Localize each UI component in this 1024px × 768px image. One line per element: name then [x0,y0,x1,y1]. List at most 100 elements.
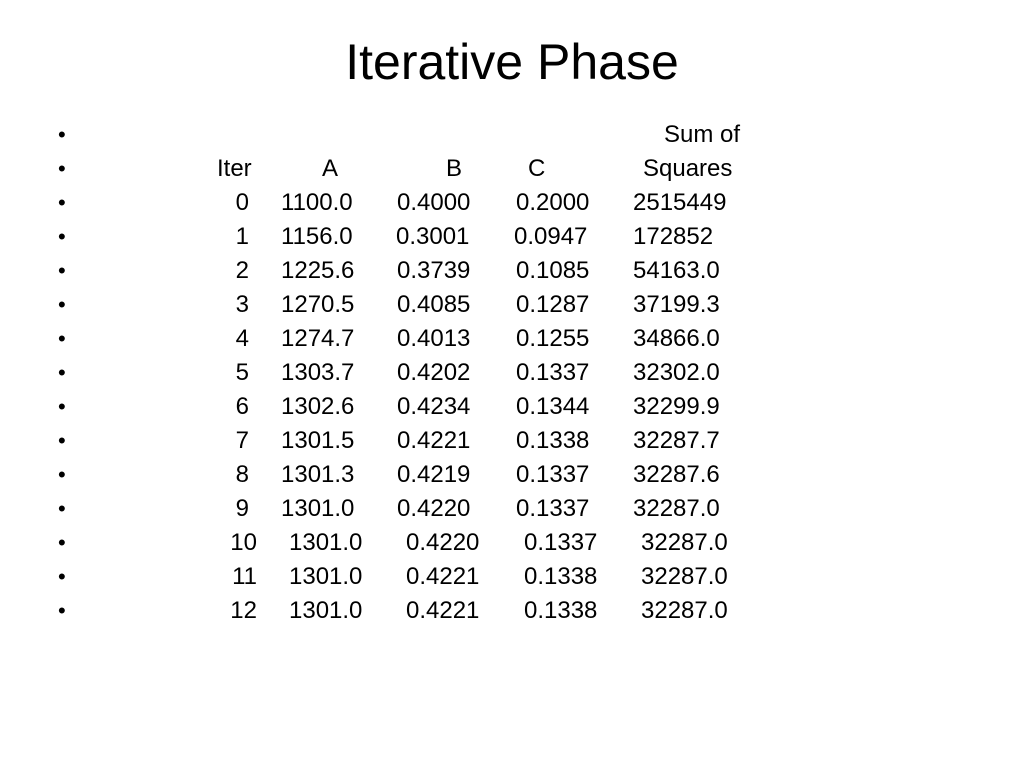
b-cell: 0.3001 [396,223,470,250]
sum-squares-cell: 32299.9 [633,393,720,420]
sum-squares-cell: 32302.0 [633,359,720,386]
iter-cell: 11 [232,563,257,590]
sum-squares-cell: 2515449 [633,189,727,216]
b-cell: 0.4000 [397,189,471,216]
bullet-icon: • [58,428,66,453]
c-cell: 0.1085 [516,257,590,284]
table-row: • 3 1270.5 0.4085 0.1287 37199.3 [0,288,1024,322]
c-cell: 0.1337 [516,461,590,488]
iter-cell: 0 [235,189,249,216]
iter-cell: 10 [230,529,257,556]
c-cell: 0.1337 [516,359,590,386]
a-cell: 1274.7 [281,325,355,352]
bullet-icon: • [58,326,66,351]
a-cell: 1301.5 [281,427,355,454]
sum-squares-cell: 32287.0 [633,495,720,522]
a-cell: 1270.5 [281,291,355,318]
b-cell: 0.4234 [397,393,471,420]
b-cell: 0.4221 [406,563,480,590]
bullet-icon: • [58,360,66,385]
slide-title: Iterative Phase [345,34,679,90]
table-row: • 4 1274.7 0.4013 0.1255 34866.0 [0,322,1024,356]
header-iter: Iter [217,155,252,182]
sum-squares-cell: 54163.0 [633,257,720,284]
a-cell: 1100.0 [281,189,353,216]
iter-cell: 3 [235,291,249,318]
a-cell: 1225.6 [281,257,355,284]
sum-squares-cell: 32287.6 [633,461,720,488]
a-cell: 1301.0 [289,563,363,590]
bullet-icon: • [58,462,66,487]
bullet-icon: • [58,156,66,181]
b-cell: 0.4202 [397,359,471,386]
c-cell: 0.1255 [516,325,590,352]
c-cell: 0.1337 [524,529,598,556]
iter-cell: 9 [235,495,249,522]
iter-cell: 7 [235,427,249,454]
bullet-icon: • [58,224,66,249]
sum-squares-cell: 32287.7 [633,427,720,454]
bullet-icon: • [58,190,66,215]
table-row: • 2 1225.6 0.3739 0.1085 54163.0 [0,254,1024,288]
c-cell: 0.1287 [516,291,590,318]
c-cell: 0.1338 [524,597,598,624]
a-cell: 1303.7 [281,359,355,386]
b-cell: 0.4220 [406,529,480,556]
b-cell: 0.3739 [397,257,471,284]
c-cell: 0.1338 [516,427,590,454]
a-cell: 1301.0 [289,597,363,624]
iter-cell: 8 [235,461,249,488]
table-row: • 11 1301.0 0.4221 0.1338 32287.0 [0,560,1024,594]
a-cell: 1301.3 [281,461,355,488]
sum-squares-cell: 37199.3 [633,291,720,318]
table-row: • 12 1301.0 0.4221 0.1338 32287.0 [0,594,1024,628]
a-cell: 1301.0 [289,529,363,556]
iter-cell: 2 [235,257,249,284]
table-row: • 9 1301.0 0.4220 0.1337 32287.0 [0,492,1024,526]
c-cell: 0.1344 [516,393,590,420]
a-cell: 1302.6 [281,393,355,420]
iter-cell: 5 [235,359,249,386]
bullet-icon: • [58,394,66,419]
header-row-sum-of: • Sum of [0,118,1024,152]
sum-squares-cell: 172852 [633,223,714,250]
header-sum-of: Sum of [664,121,741,148]
a-cell: 1301.0 [281,495,355,522]
bullet-icon: • [58,258,66,283]
sum-squares-cell: 32287.0 [641,529,728,556]
bullet-icon: • [58,564,66,589]
a-cell: 1156.0 [281,223,353,250]
table-row: • 8 1301.3 0.4219 0.1337 32287.6 [0,458,1024,492]
sum-squares-cell: 32287.0 [641,597,728,624]
table-row: • 1 1156.0 0.3001 0.0947 172852 [0,220,1024,254]
table-row: • 7 1301.5 0.4221 0.1338 32287.7 [0,424,1024,458]
iteration-table: • Sum of • Iter A B C Squares • 0 1100.0… [0,118,1024,628]
bullet-icon: • [58,530,66,555]
header-squares: Squares [643,155,733,182]
header-a: A [322,155,339,182]
sum-squares-cell: 34866.0 [633,325,720,352]
header-row-columns: • Iter A B C Squares [0,152,1024,186]
header-b: B [446,155,463,182]
b-cell: 0.4220 [397,495,471,522]
bullet-icon: • [58,496,66,521]
bullet-icon: • [58,292,66,317]
iter-cell: 4 [235,325,249,352]
b-cell: 0.4085 [397,291,471,318]
sum-squares-cell: 32287.0 [641,563,728,590]
c-cell: 0.2000 [516,189,590,216]
bullet-icon: • [58,122,66,147]
b-cell: 0.4221 [406,597,480,624]
b-cell: 0.4221 [397,427,471,454]
table-row: • 10 1301.0 0.4220 0.1337 32287.0 [0,526,1024,560]
iter-cell: 1 [235,223,249,250]
b-cell: 0.4013 [397,325,471,352]
b-cell: 0.4219 [397,461,471,488]
c-cell: 0.0947 [514,223,588,250]
header-c: C [528,155,546,182]
iter-cell: 6 [235,393,249,420]
iter-cell: 12 [230,597,257,624]
table-row: • 5 1303.7 0.4202 0.1337 32302.0 [0,356,1024,390]
table-row: • 6 1302.6 0.4234 0.1344 32299.9 [0,390,1024,424]
table-row: • 0 1100.0 0.4000 0.2000 2515449 [0,186,1024,220]
